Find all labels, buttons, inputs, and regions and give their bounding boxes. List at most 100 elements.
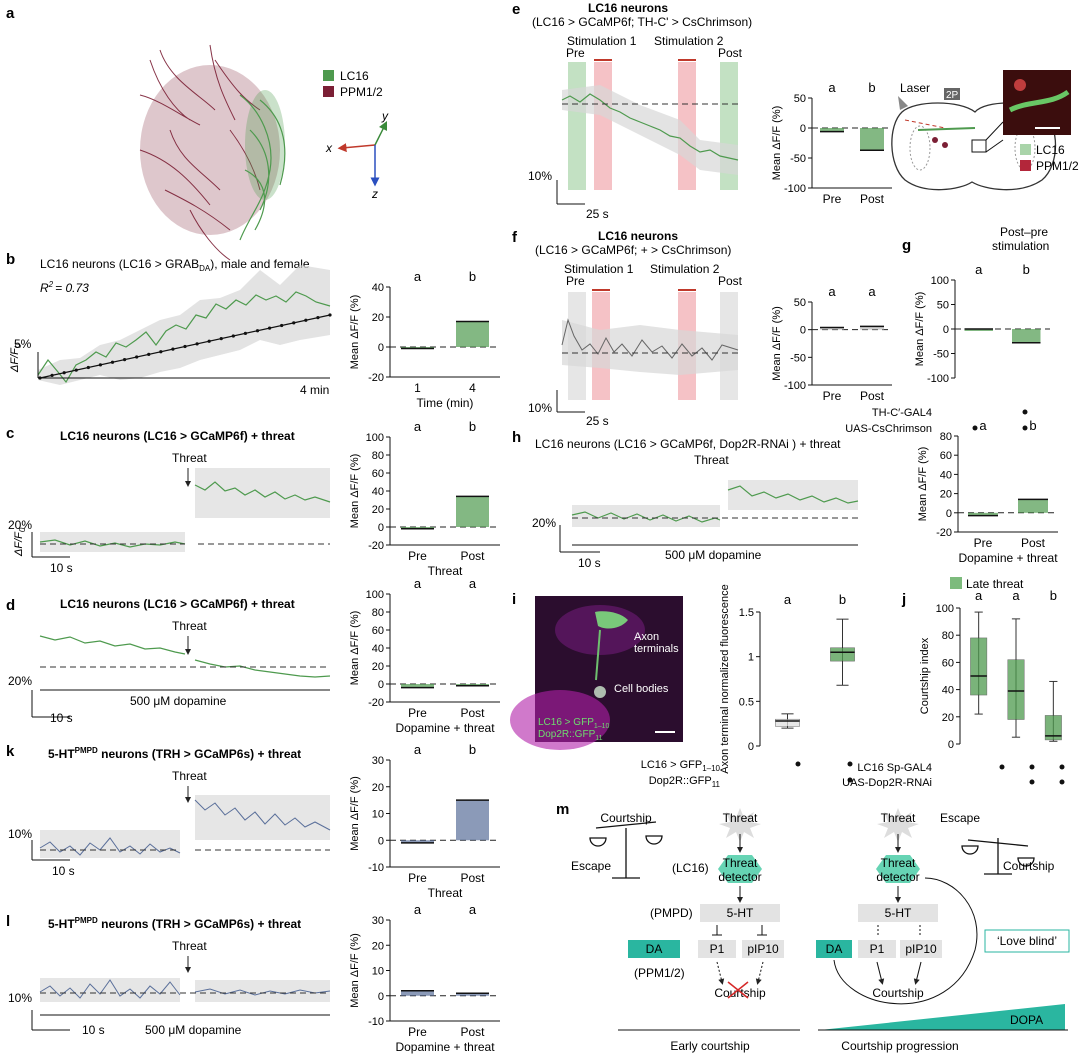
- x-tick-label: Pre: [974, 536, 993, 550]
- x-tick-label: Pre: [408, 1025, 427, 1039]
- event-c: Threat: [172, 451, 207, 465]
- x-axis-label: Dopamine + threat: [395, 1040, 495, 1054]
- f-post: Post: [718, 274, 743, 288]
- panel-label-i: i: [512, 591, 516, 608]
- m-right-5ht: 5-HT: [885, 906, 912, 920]
- trend-point: [159, 350, 163, 354]
- panel-a: a LC16 PPM1/2 x y z: [6, 5, 389, 261]
- y-axis-label: Axon terminal normalized fluorescence: [719, 584, 731, 774]
- y-tick-label: -100: [927, 373, 949, 385]
- panel-e-subtitle: (LC16 > GCaMP6f; TH-C' > CsChrimson): [532, 15, 752, 29]
- i-ann-terminals: terminals: [634, 643, 679, 655]
- y-tick-label: 20: [372, 312, 384, 324]
- m-right-p1-box: [858, 940, 896, 958]
- y-tick-label: 0: [800, 123, 806, 135]
- trend-point: [110, 360, 115, 364]
- scale-right-icon: [961, 838, 1035, 875]
- bar: [456, 684, 489, 686]
- axis-y-arrow: [374, 120, 388, 146]
- legend-lc16: LC16: [340, 69, 369, 83]
- m-left-caption: Early courtship: [670, 1039, 750, 1053]
- box: [830, 647, 855, 662]
- j-dot-r1c1: [999, 764, 1005, 770]
- significance-letter: a: [1012, 588, 1020, 603]
- significance-letter: b: [839, 592, 846, 607]
- trend-point: [328, 313, 332, 317]
- y-tick-label: 100: [366, 432, 384, 444]
- bar: [1012, 329, 1041, 343]
- m-left-threat: Threat: [723, 811, 758, 825]
- y-tick-label: 20: [372, 782, 384, 794]
- y-tick-label: -50: [933, 349, 949, 361]
- box: [970, 637, 988, 696]
- y-tick-label: 0: [946, 508, 952, 520]
- trend-point: [171, 347, 175, 351]
- m-left-p1-box: [698, 940, 736, 958]
- m-left-pip10: pIP10: [747, 942, 779, 956]
- y-tick-label: 0: [378, 522, 384, 534]
- y-tick-label: -20: [936, 527, 952, 539]
- panel-label-g: g: [902, 237, 911, 254]
- panel-j: j Late threat LC16 Sp-GAL4 UAS-Dop2R-RNA…: [842, 577, 1065, 789]
- panel-d-title: LC16 neurons (LC16 > GCaMP6f) + threat: [60, 597, 295, 611]
- axis-z-label: z: [371, 187, 378, 201]
- trace-h-post: [727, 485, 859, 504]
- y-tick-label: 0: [948, 739, 954, 751]
- y-tick-label: 60: [372, 468, 384, 480]
- significance-letter: a: [414, 419, 422, 434]
- trace-d-pre: [39, 635, 186, 655]
- micrograph-i-axons: [595, 611, 628, 629]
- trace-k-post-sem: [195, 795, 330, 840]
- trend-points-b: [38, 313, 332, 380]
- trend-point: [147, 352, 151, 356]
- y-tick-label: 50: [794, 93, 806, 105]
- trace-l-post-sem: [195, 980, 330, 1002]
- legend-swatch-ppm: [323, 86, 334, 97]
- axis-x-arrow: [337, 143, 376, 153]
- significance-letter: a: [975, 262, 983, 277]
- panel-h-title: LC16 neurons (LC16 > GCaMP6f, Dop2R-RNAi…: [535, 437, 841, 451]
- ylabel-b: ΔF/F0: [9, 343, 23, 373]
- scale-h: 20%: [532, 516, 556, 530]
- y-axis-label: Mean ΔF/F (%): [771, 106, 783, 181]
- trend-point: [122, 358, 127, 362]
- trace-k-pre-sem: [40, 830, 180, 858]
- x-tick-label: Pre: [408, 706, 427, 720]
- bar: [860, 128, 884, 151]
- ylabel-c: ΔF/F0: [13, 527, 27, 557]
- y-axis-label: Mean ΔF/F (%): [914, 292, 926, 367]
- event-h: Threat: [694, 453, 729, 467]
- m-right-da-box: [816, 940, 852, 958]
- laser-icon: [898, 96, 908, 110]
- j-row2: UAS-Dop2R-RNAi: [842, 777, 932, 789]
- legend-swatch-lc16: [323, 70, 334, 81]
- y-tick-label: 20: [372, 661, 384, 673]
- m-left-arrow-3: [716, 961, 725, 985]
- inset-line-1: [985, 121, 1004, 141]
- micrograph-i-magenta: [510, 690, 610, 750]
- y-tick-label: 80: [372, 450, 384, 462]
- m-left-detector-shape: [718, 855, 762, 883]
- panel-label-k: k: [6, 743, 15, 760]
- bar: [456, 321, 489, 347]
- e-stim1-window: [594, 62, 612, 190]
- j-dot-r2c3: [1059, 779, 1065, 785]
- trend-point: [304, 318, 308, 322]
- neuron-ppm: [139, 44, 261, 261]
- panel-label-d: d: [6, 597, 15, 614]
- y-tick-label: -20: [368, 697, 384, 709]
- y-tick-label: 10: [372, 809, 384, 821]
- m-right-love-box: [984, 929, 1070, 953]
- trend-point: [98, 363, 103, 367]
- scale-f: 10%: [528, 401, 552, 415]
- scale-e: 10%: [528, 169, 552, 183]
- panel-label-a: a: [6, 5, 15, 22]
- trend-point: [183, 344, 187, 349]
- j-dot-r2c2: [1029, 779, 1035, 785]
- trend-point: [74, 368, 78, 372]
- trend-point: [316, 316, 320, 320]
- bar: [860, 326, 884, 330]
- m-left-ppm: (PPM1/2): [634, 966, 685, 980]
- trace-e-sem: [562, 85, 738, 175]
